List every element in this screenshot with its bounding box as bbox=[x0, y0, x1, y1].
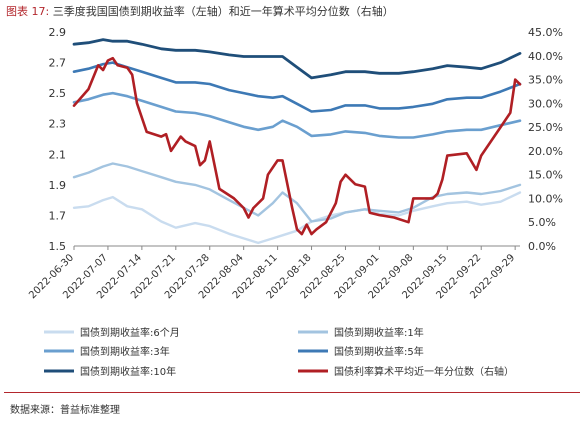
y-left-tick-label: 1.9 bbox=[49, 179, 67, 192]
y-left-tick-label: 2.7 bbox=[49, 57, 67, 70]
legend-label-y5: 国债到期收益率:5年 bbox=[334, 345, 424, 358]
y-right-tick-label: 40.0% bbox=[528, 50, 563, 63]
y-right-tick-label: 35.0% bbox=[528, 74, 563, 87]
y-left-tick-label: 1.7 bbox=[49, 209, 67, 222]
series-line-y6m bbox=[72, 191, 522, 245]
series-line-pct bbox=[72, 56, 522, 236]
y-left-tick-label: 2.1 bbox=[49, 148, 67, 161]
y-left-tick-label: 2.5 bbox=[49, 87, 67, 100]
y-right-tick-label: 15.0% bbox=[528, 169, 563, 182]
y-right-tick-label: 20.0% bbox=[528, 145, 563, 158]
y-right-tick-label: 45.0% bbox=[528, 26, 563, 39]
legend-label-y1: 国债到期收益率:1年 bbox=[334, 326, 424, 339]
y-left-tick-label: 1.5 bbox=[49, 240, 67, 253]
y-right-tick-label: 10.0% bbox=[528, 192, 563, 205]
chart-title: 图表 17: 三季度我国国债到期收益率（左轴）和近一年算术平均分位数（右轴） bbox=[6, 3, 394, 19]
y-right-tick-label: 5.0% bbox=[528, 216, 556, 229]
legend-label-y10: 国债到期收益率:10年 bbox=[80, 365, 176, 378]
title-text: 三季度我国国债到期收益率（左轴）和近一年算术平均分位数（右轴） bbox=[52, 5, 394, 18]
figure-label: 图表 17: bbox=[6, 5, 50, 18]
series-line-y10 bbox=[72, 38, 522, 80]
series-line-y5 bbox=[72, 61, 522, 113]
y-left-tick-label: 2.9 bbox=[49, 26, 67, 39]
y-right-tick-label: 25.0% bbox=[528, 121, 563, 134]
series-lines bbox=[72, 38, 522, 245]
y-right-tick-label: 0.0% bbox=[528, 240, 556, 253]
legend-label-y6m: 国债到期收益率:6个月 bbox=[80, 326, 180, 339]
legend-label-y3: 国债到期收益率:3年 bbox=[80, 345, 170, 358]
y-right-tick-label: 30.0% bbox=[528, 97, 563, 110]
y-left-tick-label: 2.3 bbox=[49, 118, 67, 131]
bottom-rule bbox=[4, 392, 580, 393]
series-line-y1 bbox=[72, 162, 522, 223]
legend-label-pct: 国债利率算术平均近一年分位数（右轴） bbox=[334, 365, 514, 378]
source-note: 数据来源：普益标准整理 bbox=[10, 405, 120, 416]
